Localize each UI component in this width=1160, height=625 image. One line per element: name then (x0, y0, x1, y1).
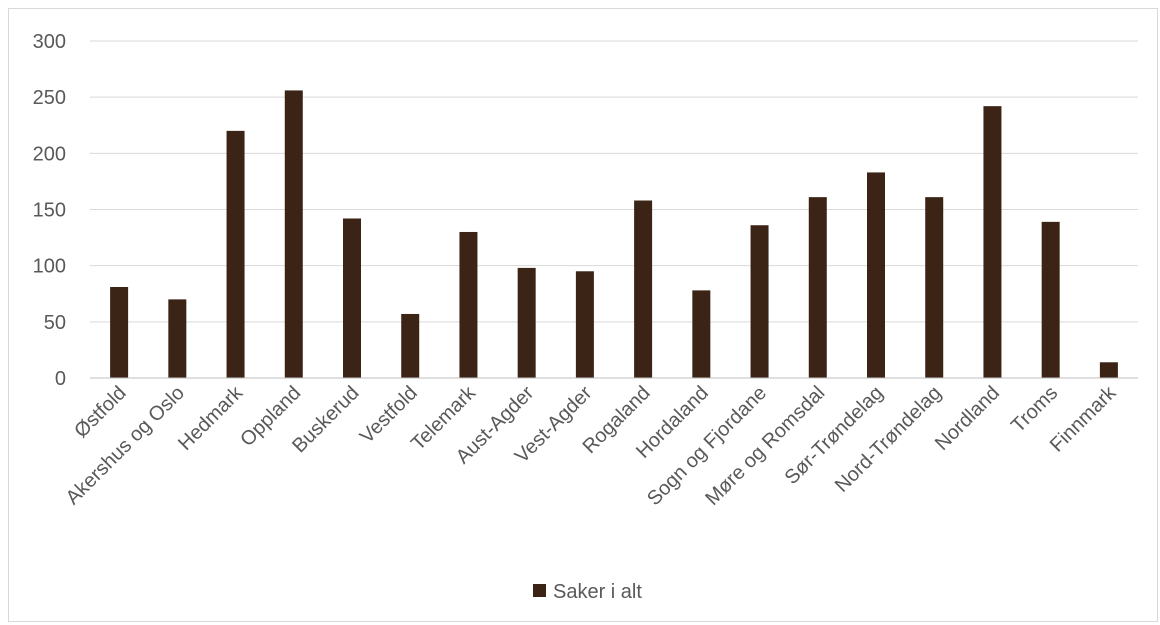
bar (867, 172, 885, 378)
y-tick-label: 0 (55, 368, 66, 390)
gridlines (90, 40, 1138, 323)
bar (750, 225, 769, 378)
y-tick-label: 300 (33, 31, 66, 53)
bar (925, 197, 944, 378)
bar (168, 299, 187, 378)
bar (983, 106, 1002, 379)
x-tick-label: Hedmark (174, 381, 248, 455)
bar (226, 130, 245, 378)
x-tick-label: Nord-Trøndelag (831, 382, 946, 497)
y-tick-label: 50 (44, 312, 66, 334)
bar (808, 197, 827, 378)
legend-label: Saker i alt (553, 581, 642, 603)
y-axis-ticks: 0 50 100 150 200 250 300 (33, 31, 66, 390)
y-tick-label: 200 (33, 143, 66, 165)
bar (401, 313, 420, 378)
y-tick-label: 150 (33, 200, 66, 222)
bar (1099, 362, 1118, 378)
bar (692, 290, 711, 378)
bar (575, 271, 594, 378)
legend-swatch (533, 584, 546, 597)
bar (110, 287, 129, 378)
bar (284, 90, 303, 378)
bar (343, 218, 361, 378)
bar (634, 200, 653, 378)
x-tick-label: Troms (1007, 382, 1062, 437)
bar (517, 267, 536, 378)
bar (459, 231, 478, 378)
x-tick-label: Nordland (931, 382, 1004, 455)
legend: Saker i alt (533, 581, 642, 603)
y-tick-label: 100 (33, 256, 66, 278)
bars (110, 90, 1118, 379)
y-tick-label: 250 (33, 87, 66, 109)
bar (1041, 221, 1060, 378)
